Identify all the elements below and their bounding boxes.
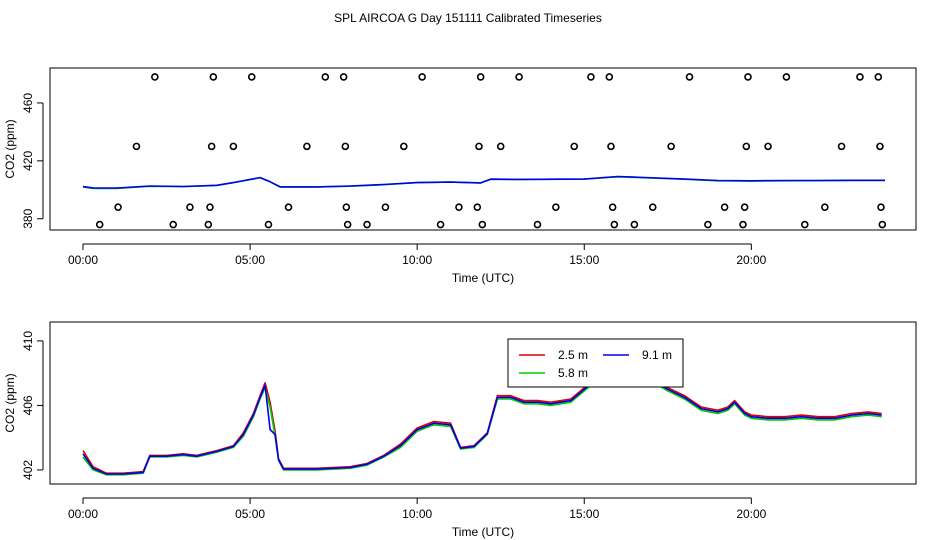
legend-box — [507, 338, 684, 388]
calibration-point — [132, 142, 141, 151]
panel-1-x-axis-label: Time (UTC) — [452, 271, 514, 285]
calibration-point — [533, 220, 542, 229]
x-tick-label: 15:00 — [569, 507, 599, 521]
calibration-point — [874, 73, 883, 81]
panel-1: 00:00 05:00 10:00 15:00 20:00 380 420 460 Time… — [3, 67, 917, 285]
calibration-point — [704, 220, 712, 229]
calibration-point — [515, 73, 523, 81]
calibration-point — [204, 220, 213, 229]
calibration-point — [363, 220, 371, 229]
calibration-point — [685, 73, 694, 81]
calibration-point — [800, 220, 809, 229]
calibration-point — [587, 73, 595, 81]
calibration-point — [740, 203, 749, 211]
y-tick-label: 406 — [21, 395, 35, 415]
figure-title: SPL AIRCOA G Day 151111 Calibrated Times… — [334, 11, 602, 25]
calibration-point — [381, 203, 390, 211]
calibration-point — [630, 220, 639, 229]
calibration-point — [343, 220, 352, 229]
calibration-point — [570, 142, 579, 151]
x-tick-label: 10:00 — [402, 253, 432, 267]
calibration-point — [739, 220, 747, 229]
calibration-point — [169, 220, 178, 229]
y-tick-label: 410 — [21, 331, 35, 351]
calibration-point — [552, 203, 560, 211]
y-tick-label: 420 — [21, 151, 35, 171]
x-tick-label: 20:00 — [736, 253, 766, 267]
calibration-point — [667, 142, 675, 151]
calibration-point — [856, 73, 864, 81]
calibration-point — [341, 142, 350, 151]
calibration-point — [475, 142, 483, 151]
legend-label-5-8m: 5.8 m — [558, 366, 588, 380]
calibration-point — [837, 142, 846, 151]
x-tick-label: 15:00 — [569, 253, 599, 267]
calibration-point — [878, 220, 887, 229]
calibration-point — [303, 142, 311, 151]
calibration-point — [496, 142, 505, 151]
panel-2-legend: 2.5 m 5.8 m 9.1 m — [507, 338, 684, 388]
series-line-blue — [82, 175, 885, 189]
calibration-point — [742, 142, 751, 151]
calibration-point — [610, 220, 619, 229]
calibration-point — [95, 220, 104, 229]
x-tick-label: 10:00 — [402, 507, 432, 521]
calibration-point — [455, 203, 463, 211]
panel-1-y-axis-label: CO2 (ppm) — [3, 119, 17, 178]
legend-label-2-5m: 2.5 m — [558, 348, 588, 362]
calibration-point — [720, 203, 729, 211]
calibration-point — [186, 203, 194, 211]
calibration-point — [436, 220, 445, 229]
calibration-point — [399, 142, 408, 151]
calibration-point — [207, 142, 216, 151]
calibration-point — [877, 203, 885, 211]
calibration-point — [321, 73, 330, 81]
calibration-point — [114, 203, 122, 211]
panel-2-plot-frame — [49, 321, 917, 485]
panel-2-series — [82, 357, 882, 476]
x-tick-label: 05:00 — [235, 507, 265, 521]
y-tick-label: 402 — [21, 460, 35, 480]
calibration-point — [206, 203, 214, 211]
x-tick-label: 00:00 — [68, 253, 98, 267]
x-tick-label: 05:00 — [235, 253, 265, 267]
y-tick-label: 460 — [21, 93, 35, 113]
calibration-point — [247, 73, 256, 81]
calibration-point — [151, 73, 159, 81]
legend-label-9-1m: 9.1 m — [642, 348, 672, 362]
calibration-point — [607, 142, 615, 151]
calibration-point — [284, 203, 293, 211]
panel-2-y-axis-label: CO2 (ppm) — [3, 373, 17, 432]
panel-1-y-axis: 380 420 460 — [21, 93, 44, 229]
calibration-point — [339, 73, 348, 81]
calibration-point — [478, 220, 487, 229]
calibration-point — [744, 73, 752, 81]
y-tick-label: 380 — [21, 208, 35, 228]
x-tick-label: 00:00 — [68, 507, 98, 521]
panel-1-x-axis: 00:00 05:00 10:00 15:00 20:00 — [68, 243, 767, 267]
calibration-point — [821, 203, 829, 211]
panel-2-y-axis: 402 406 410 — [21, 331, 44, 480]
calibration-point — [418, 73, 426, 81]
panel-2-x-axis-label: Time (UTC) — [452, 525, 514, 539]
calibration-point — [473, 203, 482, 211]
calibration-point — [264, 220, 273, 229]
calibration-point — [782, 73, 791, 81]
calibration-point — [764, 142, 772, 151]
panel-1-plot-frame — [49, 67, 917, 231]
calibration-point — [608, 203, 617, 211]
calibration-point — [605, 73, 614, 81]
calibration-point — [342, 203, 351, 211]
calibration-point — [876, 142, 884, 151]
series-line-9-1-m — [82, 359, 882, 475]
calibration-point — [476, 73, 485, 81]
panel-1-series — [82, 73, 887, 229]
calibration-point — [648, 203, 657, 211]
x-tick-label: 20:00 — [736, 507, 766, 521]
panel-2-x-axis: 00:00 05:00 10:00 15:00 20:00 — [68, 497, 767, 521]
calibration-point — [209, 73, 218, 81]
panel-2: 00:00 05:00 10:00 15:00 20:00 402 406 410 Time… — [3, 321, 917, 539]
calibration-point — [229, 142, 238, 151]
